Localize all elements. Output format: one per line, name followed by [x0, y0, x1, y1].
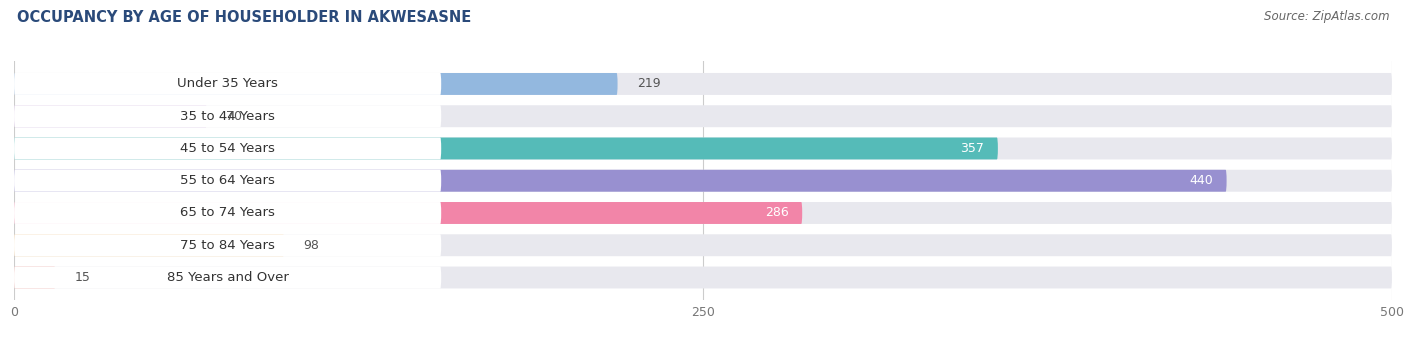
Text: 70: 70	[226, 110, 242, 123]
FancyBboxPatch shape	[14, 234, 1392, 256]
Text: 286: 286	[765, 207, 789, 220]
Text: Source: ZipAtlas.com: Source: ZipAtlas.com	[1264, 10, 1389, 23]
Text: 357: 357	[960, 142, 984, 155]
FancyBboxPatch shape	[14, 170, 441, 192]
FancyBboxPatch shape	[14, 234, 284, 256]
FancyBboxPatch shape	[14, 170, 1392, 192]
FancyBboxPatch shape	[14, 73, 441, 95]
Text: Under 35 Years: Under 35 Years	[177, 77, 278, 90]
FancyBboxPatch shape	[14, 267, 441, 288]
FancyBboxPatch shape	[14, 137, 441, 160]
Text: OCCUPANCY BY AGE OF HOUSEHOLDER IN AKWESASNE: OCCUPANCY BY AGE OF HOUSEHOLDER IN AKWES…	[17, 10, 471, 25]
FancyBboxPatch shape	[14, 73, 1392, 95]
FancyBboxPatch shape	[14, 267, 55, 288]
FancyBboxPatch shape	[14, 105, 441, 127]
FancyBboxPatch shape	[14, 202, 1392, 224]
Text: 45 to 54 Years: 45 to 54 Years	[180, 142, 276, 155]
Text: 98: 98	[304, 239, 319, 252]
FancyBboxPatch shape	[14, 137, 998, 160]
FancyBboxPatch shape	[14, 73, 617, 95]
Text: 85 Years and Over: 85 Years and Over	[167, 271, 288, 284]
Text: 15: 15	[75, 271, 90, 284]
Text: 65 to 74 Years: 65 to 74 Years	[180, 207, 276, 220]
FancyBboxPatch shape	[14, 234, 441, 256]
Text: 55 to 64 Years: 55 to 64 Years	[180, 174, 276, 187]
Text: 75 to 84 Years: 75 to 84 Years	[180, 239, 276, 252]
Text: 440: 440	[1189, 174, 1213, 187]
Text: 35 to 44 Years: 35 to 44 Years	[180, 110, 276, 123]
FancyBboxPatch shape	[14, 202, 441, 224]
FancyBboxPatch shape	[14, 105, 207, 127]
FancyBboxPatch shape	[14, 202, 803, 224]
FancyBboxPatch shape	[14, 137, 1392, 160]
FancyBboxPatch shape	[14, 170, 1226, 192]
FancyBboxPatch shape	[14, 105, 1392, 127]
FancyBboxPatch shape	[14, 267, 1392, 288]
Text: 219: 219	[637, 77, 661, 90]
